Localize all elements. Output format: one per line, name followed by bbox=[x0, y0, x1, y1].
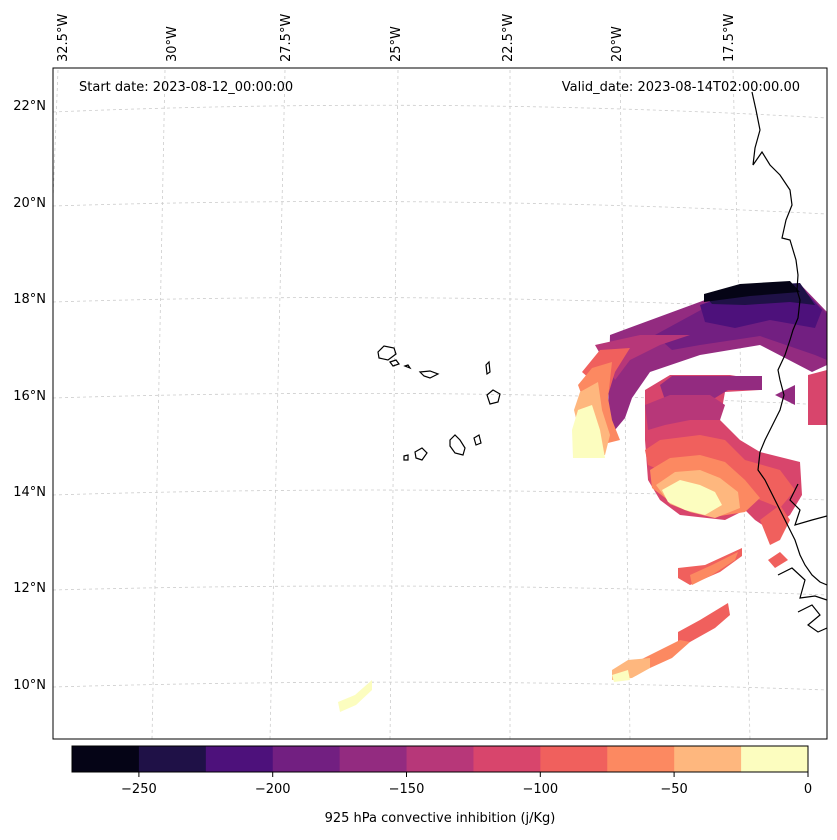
lon-label-27-5w: 27.5°W bbox=[279, 14, 294, 62]
map-frame bbox=[52, 67, 828, 740]
colorbar-segment bbox=[272, 746, 341, 772]
colorbar: −250 −200 −150 −100 −50 0 925 hPa convec… bbox=[71, 745, 812, 826]
cape-verde-island-sao-nicolau bbox=[418, 370, 440, 379]
colorbar-segment bbox=[205, 746, 274, 772]
lat-label-10n: 10°N bbox=[13, 678, 46, 693]
lon-label-22-5w: 22.5°W bbox=[501, 14, 516, 62]
valid-date-label: Valid_date: 2023-08-14T02:00:00.00 bbox=[562, 80, 800, 95]
colorbar-ticks bbox=[138, 772, 809, 777]
gridlines bbox=[53, 69, 827, 739]
cape-verde-island-santa-luzia bbox=[403, 364, 412, 370]
cape-verde-island-maio bbox=[473, 434, 482, 446]
cape-verde-island-boa-vista bbox=[486, 389, 501, 405]
cape-verde-island-santiago bbox=[449, 434, 466, 456]
colorbar-tick-neg250: −250 bbox=[121, 782, 157, 797]
colorbar-segment bbox=[339, 746, 408, 772]
cin-band-north bbox=[608, 281, 827, 430]
lat-label-22n: 22°N bbox=[13, 99, 46, 114]
cin-streaks-south bbox=[338, 548, 742, 712]
colorbar-title: 925 hPa convective inhibition (j/Kg) bbox=[325, 811, 556, 826]
colorbar-tick-neg150: −150 bbox=[389, 782, 425, 797]
cape-verde-island-fogo bbox=[414, 447, 428, 461]
colorbar-tick-neg200: −200 bbox=[255, 782, 291, 797]
colorbar-frame bbox=[71, 745, 809, 773]
lat-label-12n: 12°N bbox=[13, 581, 46, 596]
latitude-labels: 22°N 20°N 18°N 16°N 14°N 12°N 10°N bbox=[13, 99, 46, 693]
lat-label-14n: 14°N bbox=[13, 485, 46, 500]
cin-lobe-west bbox=[572, 335, 690, 458]
colorbar-tick-neg50: −50 bbox=[660, 782, 687, 797]
lon-label-30w: 30°W bbox=[165, 26, 180, 62]
cape-verde-island-santo-antao bbox=[377, 345, 397, 361]
cape-verde-island-sao-vicente bbox=[389, 359, 400, 367]
colorbar-segment bbox=[741, 746, 809, 772]
lon-label-32-5w: 32.5°W bbox=[56, 14, 71, 62]
colorbar-segment bbox=[138, 746, 207, 772]
colorbar-segment bbox=[540, 746, 608, 772]
cape-verde-island-brava bbox=[403, 454, 409, 461]
colorbar-tick-0: 0 bbox=[804, 782, 812, 797]
lat-label-20n: 20°N bbox=[13, 196, 46, 211]
lon-label-20w: 20°W bbox=[610, 26, 625, 62]
lat-label-18n: 18°N bbox=[13, 292, 46, 307]
colorbar-segment bbox=[607, 746, 675, 772]
lon-label-17-5w: 17.5°W bbox=[722, 14, 737, 62]
colorbar-segment bbox=[406, 746, 474, 772]
africa-coastline bbox=[751, 91, 827, 586]
cin-blob-main bbox=[645, 375, 802, 530]
colorbar-tick-neg100: −100 bbox=[522, 782, 558, 797]
colorbar-segment bbox=[674, 746, 742, 772]
coastlines bbox=[377, 91, 827, 633]
colorbar-segment bbox=[72, 746, 140, 772]
lat-label-16n: 16°N bbox=[13, 389, 46, 404]
map-area: Start date: 2023-08-12_00:00:00 Valid_da… bbox=[53, 68, 827, 739]
lon-label-25w: 25°W bbox=[389, 26, 404, 62]
cape-verde-island-sal bbox=[485, 360, 491, 376]
start-date-label: Start date: 2023-08-12_00:00:00 bbox=[79, 80, 293, 95]
longitude-labels: 32.5°W 30°W 27.5°W 25°W 22.5°W 20°W 17.5… bbox=[56, 14, 737, 62]
colorbar-segment bbox=[473, 746, 541, 772]
